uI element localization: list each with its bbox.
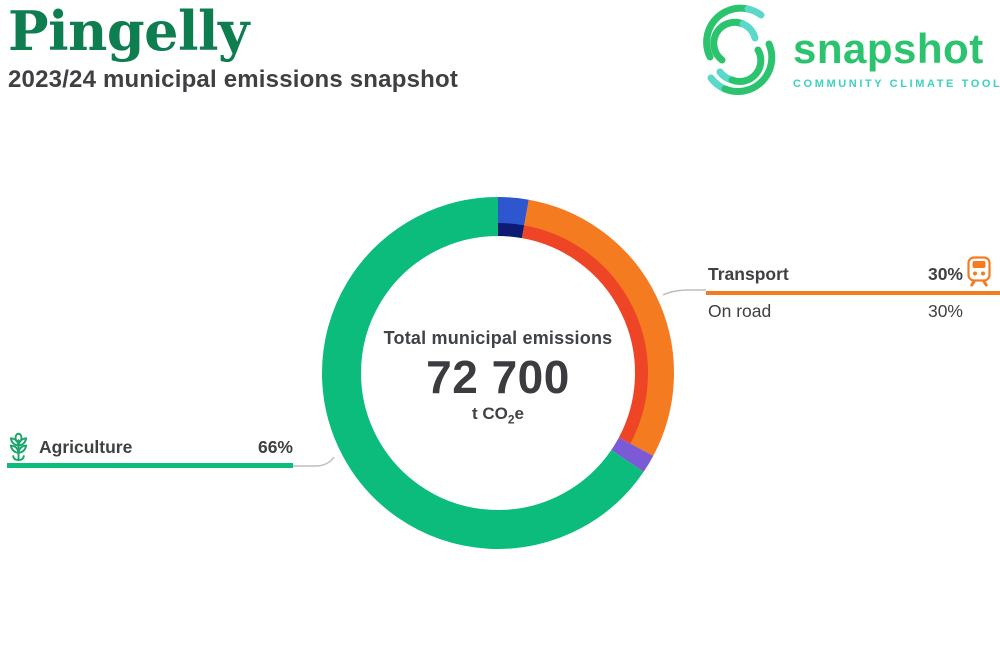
transport-label: Transport [708,264,789,284]
total-emissions-value: 72 700 [426,351,570,403]
page-title: Pingelly [8,0,249,63]
logo-tagline: COMMUNITY CLIMATE TOOL [793,78,1000,90]
train-icon [967,256,991,287]
donut-segment-unlabeled-2-inner[interactable] [611,437,631,458]
donut-segment-unlabeled-2-outer[interactable] [621,442,654,472]
transport-connector-line [662,289,706,296]
header: Pingelly 2023/24 municipal emissions sna… [8,2,458,94]
logo-text: snapshot COMMUNITY CLIMATE TOOL [793,2,1000,91]
onroad-subsector-row: On road 30% [708,301,963,322]
transport-percent: 30% [927,264,963,284]
donut-segment-transport-outer[interactable] [523,199,674,456]
donut-center-label: Total municipal emissions 72 700 t CO2e [348,328,648,427]
agriculture-label: Agriculture [39,436,133,457]
transport-callout: Transport 30% [708,264,963,285]
total-emissions-unit: t CO2e [471,404,525,427]
agriculture-connector-line [293,456,335,467]
onroad-label: On road [708,301,772,321]
donut-segment-agriculture-inner[interactable] [348,223,623,523]
onroad-percent: 30% [927,301,963,321]
wheat-icon [9,432,28,461]
snapshot-logo-mark-icon [703,4,776,95]
snapshot-logo: snapshot COMMUNITY CLIMATE TOOL [703,2,1000,97]
total-emissions-label: Total municipal emissions [383,328,613,348]
donut-segment-unlabeled-0-inner[interactable] [497,223,525,239]
agriculture-underline [7,463,293,468]
donut-segment-unlabeled-0-outer[interactable] [497,197,529,227]
donut-segment-transport-inner[interactable] [521,225,648,444]
transport-underline [706,291,1000,295]
logo-wordmark: snapshot [793,25,984,72]
donut-segment-agriculture-outer[interactable] [322,197,644,549]
agriculture-callout: Agriculture 66% [6,432,293,462]
page-subtitle: 2023/24 municipal emissions snapshot [8,66,459,94]
agriculture-percent: 66% [257,436,293,457]
